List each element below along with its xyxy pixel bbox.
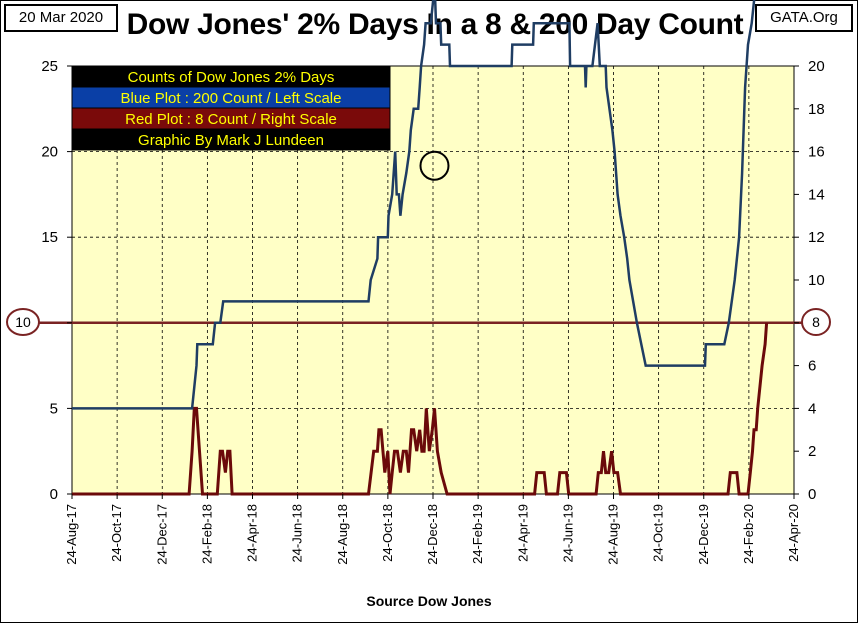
right-reference-marker: 8 (801, 308, 831, 336)
legend: Counts of Dow Jones 2% Days Blue Plot : 2… (71, 65, 391, 151)
left-reference-marker: 10 (6, 308, 40, 336)
x-tick-label: 24-Feb-20 (741, 504, 756, 564)
left-tick-label: 20 (41, 144, 58, 161)
x-axis-caption: Source Dow Jones (366, 593, 492, 609)
right-tick-label: 12 (808, 229, 825, 246)
legend-text: Red Plot : 8 Count / Right Scale (125, 111, 337, 128)
x-tick-label: 24-Jun-19 (560, 504, 575, 563)
left-tick-label: 25 (41, 58, 58, 75)
x-tick-label: 24-Dec-18 (425, 504, 440, 565)
x-tick-label: 24-Dec-19 (696, 504, 711, 565)
right-tick-label: 2 (808, 443, 816, 460)
x-tick-label: 24-Feb-19 (470, 504, 485, 564)
legend-row (71, 128, 391, 151)
right-tick-label: 14 (808, 186, 825, 203)
source-label: GATA.Org (755, 4, 853, 32)
date-label: 20 Mar 2020 (4, 4, 118, 32)
x-tick-label: 24-Jun-18 (290, 504, 305, 563)
left-axis-ticks: 0 5 15 20 25 (41, 58, 72, 503)
left-tick-label: 15 (41, 229, 58, 246)
x-tick-label: 24-Feb-18 (199, 504, 214, 564)
right-tick-label: 18 (808, 101, 825, 118)
series-8-count-line (72, 322, 769, 496)
right-marker-label: 8 (812, 314, 820, 330)
x-tick-label: 24-Oct-17 (109, 504, 124, 562)
x-axis-ticks: 24-Aug-17 24-Oct-17 24-Dec-17 24-Feb-18 24-A… (64, 494, 801, 565)
x-tick-label: 24-Aug-19 (606, 504, 621, 565)
x-tick-label: 24-Oct-19 (651, 504, 666, 562)
left-tick-label: 5 (50, 400, 58, 417)
x-tick-label: 24-Aug-18 (335, 504, 350, 565)
left-tick-label: 0 (50, 486, 58, 503)
x-tick-label: 24-Dec-17 (154, 504, 169, 565)
right-tick-label: 16 (808, 144, 825, 161)
x-tick-label: 24-Apr-19 (515, 504, 530, 562)
x-tick-label: 24-Apr-18 (245, 504, 260, 562)
right-tick-label: 0 (808, 486, 816, 503)
right-tick-label: 10 (808, 272, 825, 289)
legend-text: Counts of Dow Jones 2% Days (128, 69, 335, 86)
left-marker-label: 10 (15, 314, 31, 330)
x-tick-label: 24-Aug-17 (64, 504, 79, 565)
right-axis-ticks: 0 2 4 6 10 12 14 16 18 20 (794, 58, 825, 503)
x-tick-label: 24-Apr-20 (786, 504, 801, 562)
legend-text: Graphic By Mark J Lundeen (138, 132, 324, 149)
legend-text: Blue Plot : 200 Count / Left Scale (121, 90, 342, 107)
peak-highlight-circle (419, 150, 450, 181)
right-tick-label: 20 (808, 58, 825, 75)
right-tick-label: 4 (808, 400, 816, 417)
series-200-count-line (72, 0, 756, 410)
right-tick-label: 6 (808, 358, 816, 375)
x-tick-label: 24-Oct-18 (380, 504, 395, 562)
